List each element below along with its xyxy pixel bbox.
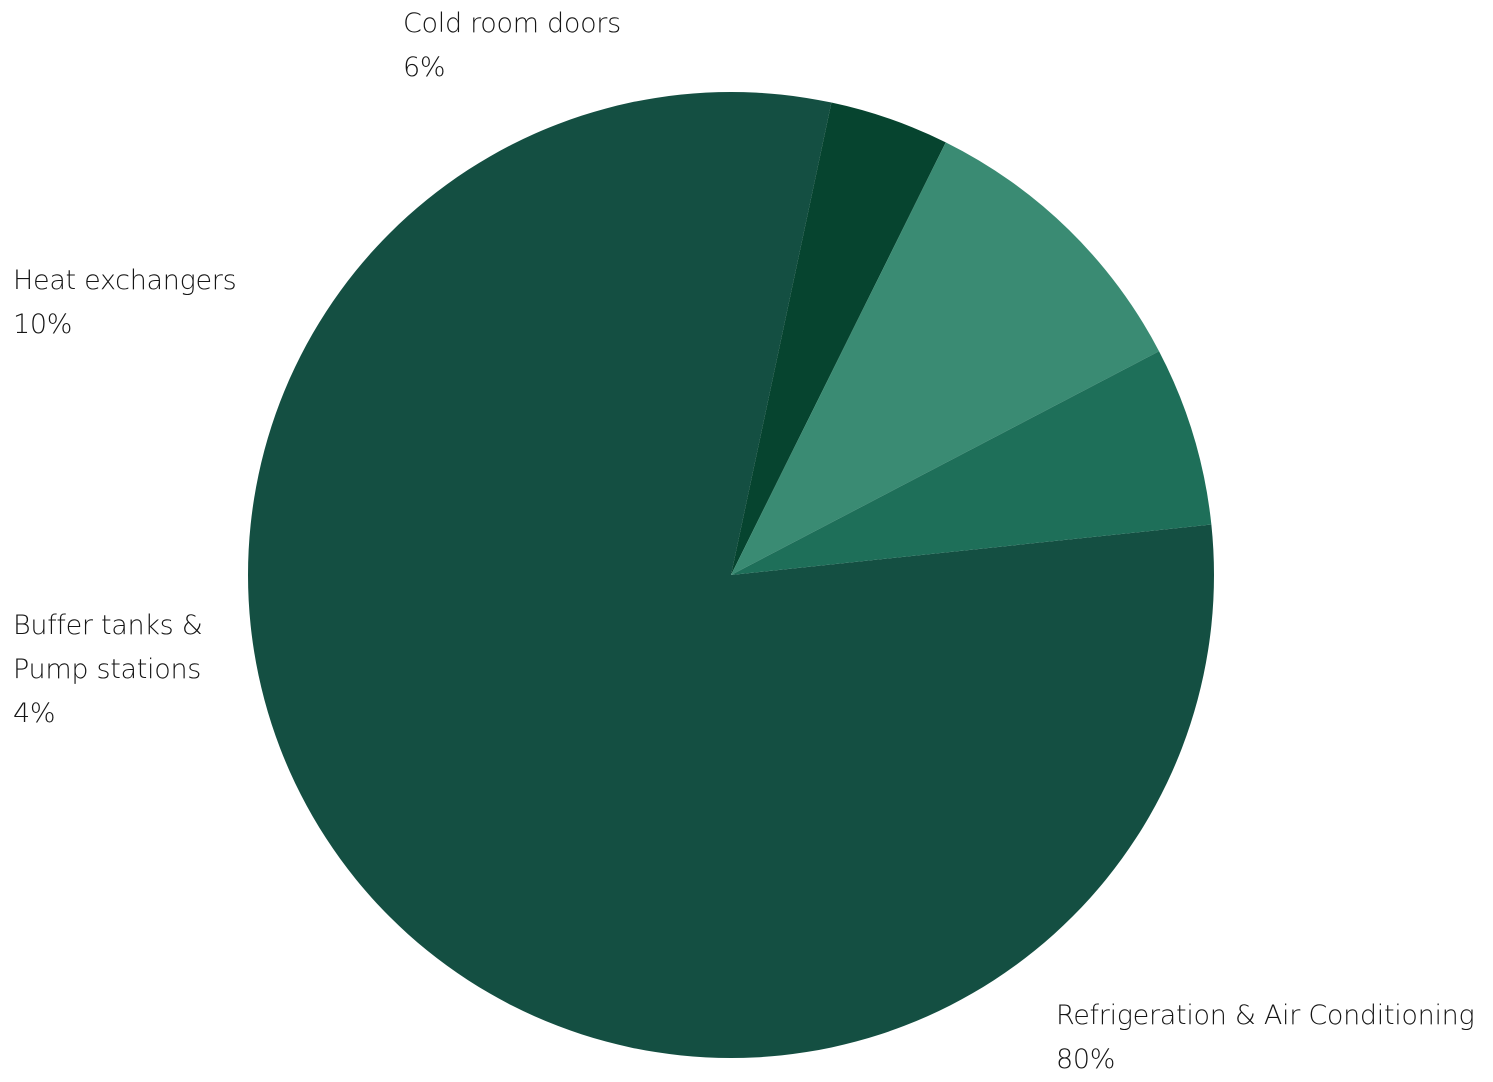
- label-buffer-tanks-line1: Buffer tanks &: [13, 610, 203, 641]
- pie-slice-cold-room-doors: [731, 351, 1212, 575]
- label-buffer-tanks: Buffer tanks & Pump stations 4%: [13, 604, 203, 736]
- pie-slice-buffer-tanks-pump-stations: [731, 102, 946, 575]
- label-cold-room-doors: Cold room doors 6%: [403, 2, 621, 90]
- label-buffer-tanks-line2: Pump stations: [13, 654, 202, 685]
- label-heat-exchangers-value: 10%: [13, 309, 73, 340]
- label-refrigeration-name: Refrigeration & Air Conditioning: [1056, 1000, 1475, 1031]
- label-heat-exchangers-name: Heat exchangers: [13, 265, 237, 296]
- label-heat-exchangers: Heat exchangers 10%: [13, 259, 237, 347]
- label-cold-room-doors-value: 6%: [403, 52, 446, 83]
- pie-slice-refrigeration-air-conditioning: [248, 92, 1215, 1059]
- label-buffer-tanks-value: 4%: [13, 698, 56, 729]
- label-refrigeration: Refrigeration & Air Conditioning 80%: [1056, 994, 1475, 1082]
- label-refrigeration-value: 80%: [1056, 1044, 1116, 1075]
- label-cold-room-doors-name: Cold room doors: [403, 8, 621, 39]
- pie-slice-heat-exchangers: [731, 142, 1160, 575]
